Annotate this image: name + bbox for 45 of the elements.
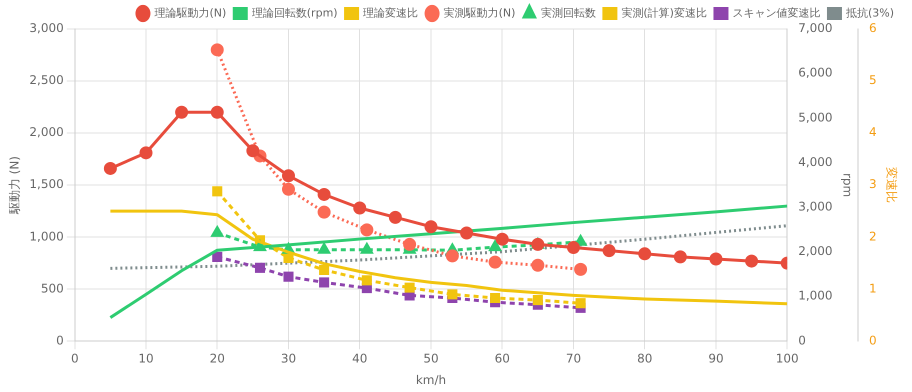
y2-tick-label: 3,000 (798, 200, 833, 214)
y3-tick-label: 3 (868, 177, 877, 192)
legend-label: 理論回転数(rpm) (252, 6, 338, 20)
legend-label: 実測(計算)変速比 (621, 6, 707, 20)
legend-label: 理論変速比 (363, 6, 418, 20)
y2-tick-label: 1,000 (798, 288, 833, 303)
legend-label: 実測回転数 (540, 6, 596, 20)
legend-label: 抵抗(3%) (844, 6, 894, 20)
y-tick-label: 2,500 (29, 73, 64, 88)
y2-tick-label: 0 (798, 333, 806, 348)
legend-label: 実測駆動力(N) (444, 6, 516, 20)
y2-tick-label: 4,000 (798, 154, 833, 169)
y-tick-label: 1,500 (29, 177, 64, 192)
y2-tick-label: 2,000 (798, 244, 833, 258)
y-axis-title: 駆動力 (N) (7, 156, 22, 216)
legend-label: 理論駆動力(N) (154, 6, 226, 20)
x-tick-label: 50 (423, 352, 439, 366)
x-axis-title: km/h (416, 372, 446, 387)
x-tick-label: 20 (210, 352, 225, 366)
x-tick-label: 40 (352, 352, 368, 366)
y3-axis-title: 変速比 (884, 167, 899, 204)
y2-tick-label: 5,000 (798, 110, 833, 124)
x-tick-label: 70 (566, 352, 582, 366)
y3-tick-label: 4 (868, 125, 877, 140)
x-tick-label: 0 (70, 352, 79, 366)
y3-tick-label: 6 (868, 21, 877, 36)
y2-tick-label: 7,000 (798, 21, 833, 36)
x-tick-label: 10 (138, 352, 154, 366)
y3-tick-label: 5 (868, 73, 877, 88)
y2-axis-title: rpm (840, 172, 855, 198)
y2-tick-label: 6,000 (798, 66, 833, 80)
x-tick-label: 60 (494, 352, 510, 366)
y-tick-label: 0 (56, 333, 64, 348)
x-tick-label: 30 (280, 352, 296, 366)
y-tick-label: 3,000 (29, 21, 64, 36)
x-tick-label: 100 (776, 352, 799, 366)
y-tick-label: 2,000 (29, 125, 64, 140)
y3-tick-label: 1 (868, 281, 877, 296)
legend-label: スキャン値変速比 (732, 6, 820, 20)
y3-tick-label: 0 (868, 333, 877, 348)
x-tick-label: 80 (637, 352, 652, 366)
y-tick-label: 1,000 (29, 229, 64, 244)
y3-tick-label: 2 (868, 229, 877, 244)
y-tick-label: 500 (40, 281, 64, 296)
x-tick-label: 90 (708, 352, 724, 366)
